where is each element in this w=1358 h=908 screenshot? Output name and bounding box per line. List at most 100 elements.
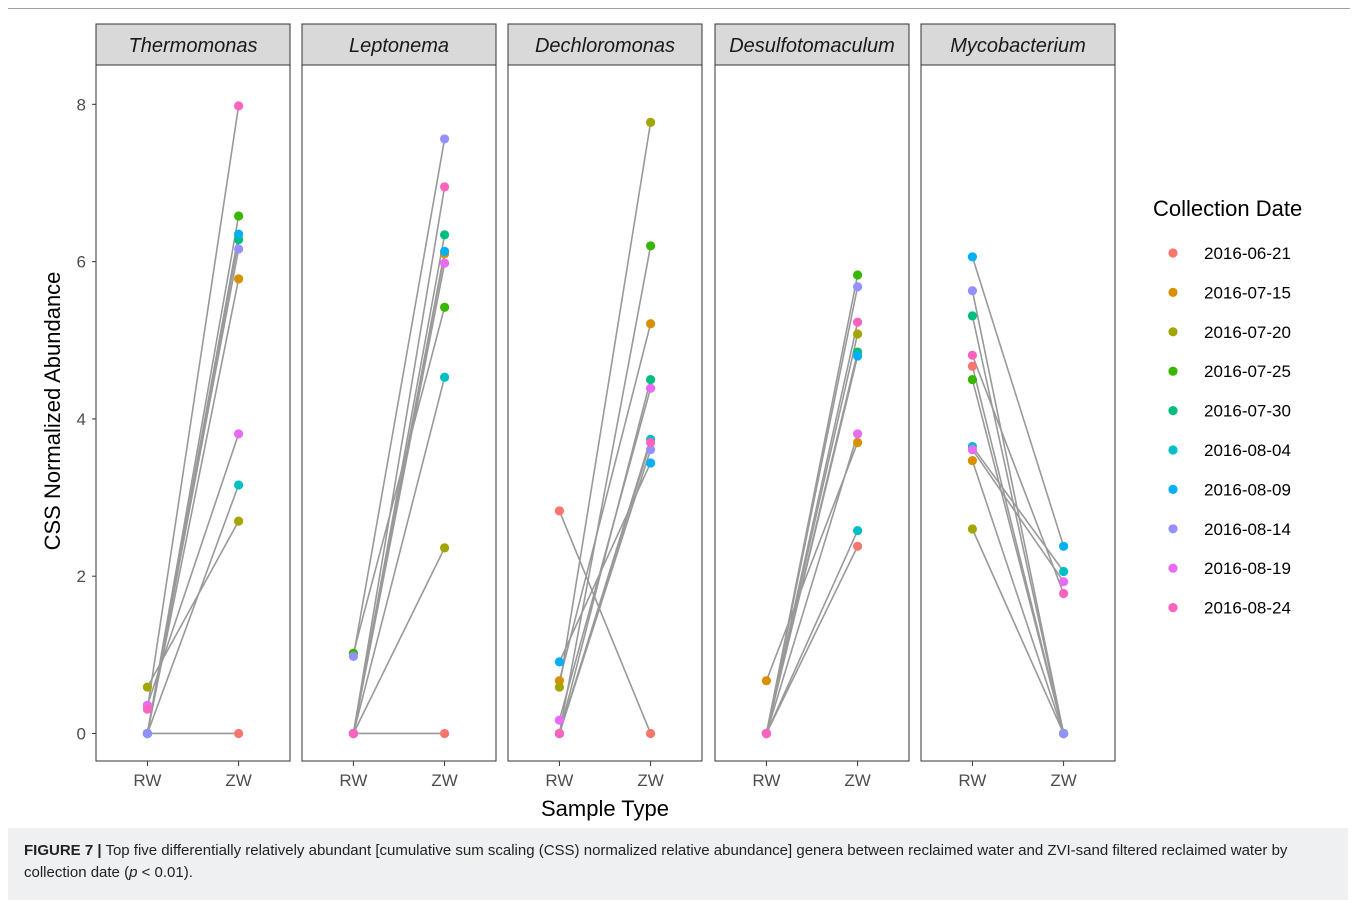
data-point-zw (439, 134, 450, 144)
legend-key (1168, 445, 1178, 455)
facet-plot-area (714, 64, 910, 762)
facet-plot-area (507, 64, 703, 762)
data-point-zw (645, 444, 656, 455)
pair-line (146, 484, 240, 734)
data-point-rw (967, 252, 978, 262)
caption-label: FIGURE 7 | (24, 842, 102, 859)
facet-title: Mycobacterium (950, 35, 1086, 57)
data-point-rw (967, 361, 978, 371)
data-point-rw (967, 524, 978, 534)
facet-plot-area (301, 64, 497, 762)
caption-p-text: < 0.01). (137, 864, 193, 881)
data-point-rw (554, 728, 565, 739)
facet-strip (714, 23, 910, 66)
data-point-rw (142, 704, 153, 714)
data-point-zw (852, 282, 863, 292)
legend-key (1168, 327, 1178, 337)
data-point-rw (554, 715, 565, 725)
pair-line (352, 377, 446, 734)
data-point-zw (1058, 541, 1069, 551)
legend-label: 2016-07-30 (1204, 402, 1291, 421)
x-tick-label: ZW (844, 771, 870, 790)
data-point-rw (348, 728, 359, 739)
pair-line (558, 122, 652, 688)
data-point-zw (439, 258, 450, 268)
legend-label: 2016-06-21 (1204, 244, 1291, 263)
data-point-rw (967, 444, 978, 455)
data-point-zw (233, 516, 244, 526)
data-point-zw (1058, 566, 1069, 577)
legend-key (1168, 484, 1178, 494)
facet-title: Leptonema (349, 35, 449, 57)
data-point-zw (852, 525, 863, 536)
facet-panel: Desulfotomaculum RW ZW (714, 23, 910, 790)
pair-line (765, 286, 859, 734)
data-point-zw (852, 329, 863, 339)
legend-label: 2016-08-19 (1204, 559, 1291, 578)
pair-line (352, 547, 446, 734)
data-point-zw (645, 437, 656, 448)
caption-box: FIGURE 7 | Top five differentially relat… (8, 828, 1348, 900)
legend-key (1168, 248, 1178, 258)
data-point-zw (439, 302, 450, 312)
data-point-rw (554, 682, 565, 692)
pair-line (971, 460, 1065, 734)
data-point-rw (142, 728, 153, 739)
pair-line (971, 290, 1065, 734)
legend-title: Collection Date (1153, 196, 1302, 221)
x-tick-label: ZW (1050, 771, 1076, 790)
data-point-zw (852, 270, 863, 280)
data-point-zw (233, 211, 244, 221)
data-point-rw (967, 311, 978, 321)
pair-line (971, 379, 1065, 734)
data-point-zw (852, 317, 863, 327)
pair-line (146, 248, 240, 734)
facet-panel: Dechloromonas RW ZW (507, 23, 703, 790)
data-point-zw (645, 241, 656, 251)
data-point-rw (761, 728, 772, 739)
y-tick-label: 0 (77, 724, 86, 743)
pair-line (971, 315, 1065, 734)
data-point-zw (233, 244, 244, 254)
data-point-zw (439, 246, 450, 256)
pair-line (558, 388, 652, 721)
data-point-rw (554, 676, 565, 686)
x-axis-title: Sample Type (541, 796, 669, 821)
facet-strip (95, 23, 291, 66)
pair-line (765, 321, 859, 734)
data-point-zw (1058, 588, 1069, 599)
pair-line (558, 323, 652, 681)
facet-title: Desulfotomaculum (729, 35, 895, 57)
x-tick-label: ZW (637, 771, 663, 790)
data-point-zw (645, 319, 656, 329)
data-point-zw (233, 480, 244, 490)
pair-line (765, 530, 859, 734)
facet-panel: Leptonema RW ZW (301, 23, 497, 790)
data-point-zw (439, 182, 450, 192)
x-tick-label: RW (133, 771, 161, 790)
data-point-zw (233, 728, 244, 739)
pair-line (558, 510, 652, 734)
data-point-rw (142, 682, 153, 692)
data-point-zw (439, 728, 450, 739)
y-tick-label: 6 (77, 253, 86, 272)
data-point-zw (1058, 728, 1069, 739)
pair-line (765, 355, 859, 734)
legend-label: 2016-08-04 (1204, 441, 1291, 460)
data-point-zw (439, 230, 450, 240)
data-point-zw (645, 458, 656, 468)
pair-line (558, 442, 652, 734)
data-point-zw (1058, 577, 1069, 587)
legend-label: 2016-07-20 (1204, 323, 1291, 342)
caption-p-symbol: p (129, 864, 138, 881)
pair-line (765, 545, 859, 734)
pair-line (971, 528, 1065, 734)
facet-panel: Thermomonas RW ZW (95, 23, 291, 790)
x-tick-label: RW (752, 771, 780, 790)
facet-title: Dechloromonas (535, 35, 675, 57)
data-point-zw (645, 383, 656, 393)
y-tick-label: 8 (77, 95, 86, 114)
data-point-zw (439, 372, 450, 382)
facet-strip (920, 23, 1116, 66)
